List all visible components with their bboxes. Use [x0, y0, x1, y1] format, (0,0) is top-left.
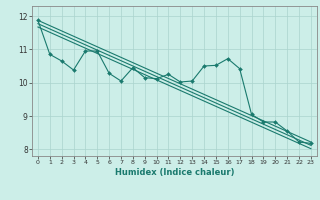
- X-axis label: Humidex (Indice chaleur): Humidex (Indice chaleur): [115, 168, 234, 177]
